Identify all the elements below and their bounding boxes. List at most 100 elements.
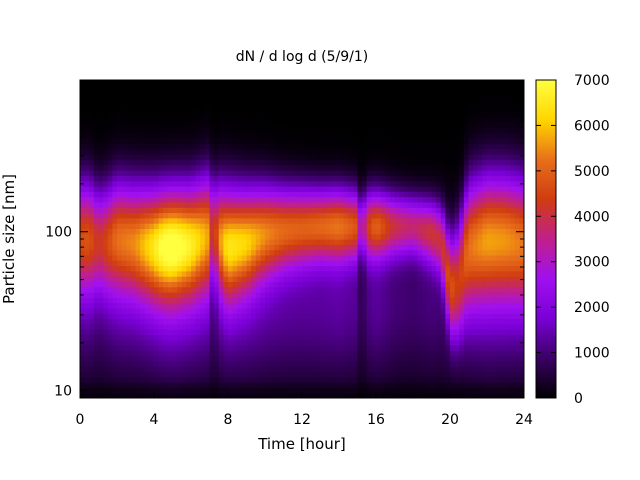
heatmap-cell <box>269 85 275 92</box>
heatmap-cell <box>103 382 109 388</box>
heatmap-cell <box>311 138 317 145</box>
heatmap-cell <box>445 170 451 176</box>
heatmap-cell <box>325 360 331 367</box>
heatmap-cell <box>343 371 349 378</box>
heatmap-cell <box>223 217 229 224</box>
heatmap-cell <box>274 307 280 314</box>
heatmap-cell <box>311 223 317 229</box>
heatmap-cell <box>232 339 238 346</box>
heatmap-cell <box>191 270 197 277</box>
heatmap-cell <box>172 334 178 341</box>
heatmap-cell <box>130 101 137 108</box>
heatmap-cell <box>181 90 187 97</box>
heatmap-cell <box>265 80 271 86</box>
heatmap-cell <box>440 254 446 261</box>
heatmap-cell <box>357 313 363 320</box>
heatmap-cell <box>371 212 377 219</box>
heatmap-cell <box>172 260 178 267</box>
heatmap-cell <box>348 95 354 102</box>
heatmap-cell <box>89 148 95 155</box>
heatmap-cell <box>288 117 294 123</box>
heatmap-cell <box>426 249 433 256</box>
heatmap-cell <box>380 186 386 192</box>
heatmap-cell <box>232 111 238 118</box>
heatmap-cell <box>408 80 414 86</box>
heatmap-cell <box>93 106 100 113</box>
heatmap-cell <box>98 260 104 267</box>
heatmap-cell <box>352 164 359 171</box>
heatmap-cell <box>311 196 317 203</box>
heatmap-cell <box>450 313 456 320</box>
heatmap-cell <box>140 292 146 298</box>
heatmap-cell <box>135 175 141 182</box>
heatmap-cell <box>422 387 428 394</box>
heatmap-cell <box>223 376 229 383</box>
heatmap-cell <box>399 233 405 240</box>
heatmap-cell <box>218 106 224 113</box>
heatmap-cell <box>89 95 95 102</box>
heatmap-cell <box>214 323 220 330</box>
heatmap-cell <box>181 186 187 192</box>
heatmap-cell <box>306 292 312 298</box>
heatmap-cell <box>436 254 442 261</box>
heatmap-cell <box>283 106 289 113</box>
heatmap-cell <box>311 101 317 108</box>
heatmap-cell <box>140 286 146 293</box>
heatmap-cell <box>380 313 386 320</box>
heatmap-cell <box>98 85 104 92</box>
heatmap-cell <box>426 85 433 92</box>
heatmap-cell <box>195 345 201 351</box>
heatmap-cell <box>117 80 123 86</box>
heatmap-cell <box>195 366 201 373</box>
heatmap-cell <box>255 371 261 378</box>
heatmap-cell <box>445 265 451 272</box>
heatmap-cell <box>140 392 146 398</box>
heatmap-cell <box>320 117 326 123</box>
heatmap-cell <box>343 233 349 240</box>
heatmap-cell <box>348 148 354 155</box>
heatmap-cell <box>283 366 289 373</box>
heatmap-cell <box>445 392 451 398</box>
heatmap-cell <box>385 170 391 176</box>
heatmap-cell <box>302 392 308 398</box>
heatmap-cell <box>302 138 308 145</box>
heatmap-cell <box>172 292 178 298</box>
heatmap-cell <box>274 101 280 108</box>
heatmap-cell <box>167 164 174 171</box>
heatmap-cell <box>130 186 137 192</box>
heatmap-cell <box>311 85 317 92</box>
heatmap-cell <box>334 233 340 240</box>
heatmap-cell <box>334 101 340 108</box>
heatmap-cell <box>84 297 90 304</box>
heatmap-cell <box>177 233 183 240</box>
heatmap-cell <box>158 175 164 182</box>
heatmap-cell <box>200 233 206 240</box>
heatmap-cell <box>154 244 160 251</box>
heatmap-cell <box>274 90 280 97</box>
heatmap-cell <box>278 85 285 92</box>
heatmap-cell <box>154 392 160 398</box>
heatmap-cell <box>389 270 396 277</box>
heatmap-cell <box>126 207 132 214</box>
heatmap-cell <box>98 138 104 145</box>
heatmap-cell <box>80 297 86 304</box>
heatmap-cell <box>103 345 109 351</box>
heatmap-cell <box>436 159 442 166</box>
heatmap-cell <box>315 254 322 261</box>
heatmap-cell <box>274 239 280 245</box>
heatmap-cell <box>177 371 183 378</box>
heatmap-cell <box>186 276 192 282</box>
heatmap-cell <box>417 334 423 341</box>
heatmap-cell <box>380 133 386 139</box>
heatmap-cell <box>107 249 113 256</box>
heatmap-cell <box>366 239 372 245</box>
heatmap-cell <box>288 233 294 240</box>
heatmap-cell <box>93 138 100 145</box>
heatmap-cell <box>167 281 174 288</box>
heatmap-cell <box>80 313 86 320</box>
heatmap-cell <box>426 207 433 214</box>
heatmap-cell <box>260 170 266 176</box>
heatmap-cell <box>417 276 423 282</box>
heatmap-cell <box>112 133 118 139</box>
heatmap-cell <box>371 281 377 288</box>
